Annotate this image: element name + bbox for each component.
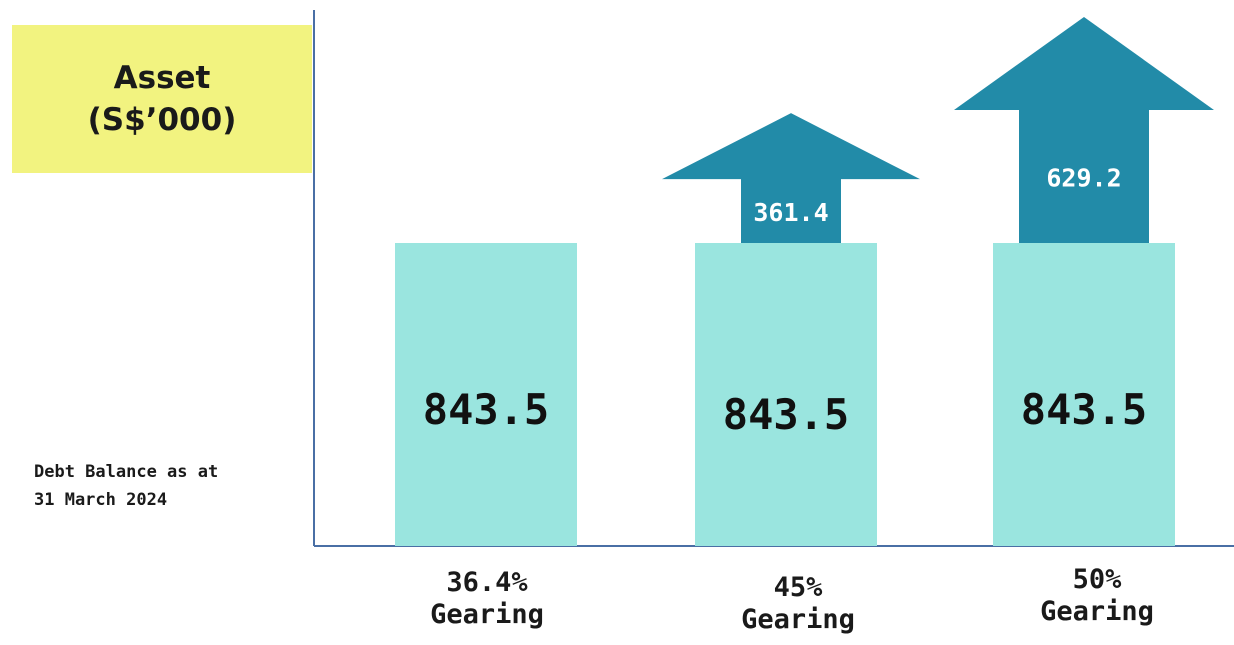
chart-marks: 843.5 843.5 843.5 361.4 629.2 xyxy=(395,16,1214,546)
category-label-0-line-1: 36.4% xyxy=(446,567,528,598)
category-label-2-line-2: Gearing xyxy=(1040,596,1154,627)
y-axis-label-line-2: (S$’000) xyxy=(87,102,237,138)
increase-arrow-2 xyxy=(954,16,1214,244)
bar-2 xyxy=(993,243,1175,546)
y-axis-label-box: Asset (S$’000) xyxy=(12,25,312,173)
debt-balance-note: Debt Balance as at 31 March 2024 xyxy=(34,458,304,514)
increase-arrow-1 xyxy=(662,113,920,244)
bar-label-1: 843.5 xyxy=(723,390,849,439)
y-axis-label-line-1: Asset xyxy=(113,60,211,96)
increase-label-1: 361.4 xyxy=(753,198,828,227)
bar-1 xyxy=(695,243,877,546)
increase-label-2: 629.2 xyxy=(1046,163,1121,192)
category-label-0-line-2: Gearing xyxy=(430,599,544,630)
bar-label-0: 843.5 xyxy=(423,385,549,434)
bar-label-2: 843.5 xyxy=(1021,385,1147,434)
category-label-1-line-2: Gearing xyxy=(741,604,855,635)
category-label-1: 45% Gearing xyxy=(688,572,908,636)
category-label-1-line-1: 45% xyxy=(773,572,823,603)
debt-balance-note-line-1: Debt Balance as at xyxy=(34,462,219,482)
category-label-2: 50% Gearing xyxy=(987,564,1207,628)
bar-0 xyxy=(395,243,577,546)
category-label-0: 36.4% Gearing xyxy=(377,567,597,631)
debt-balance-note-line-2: 31 March 2024 xyxy=(34,490,168,510)
category-label-2-line-1: 50% xyxy=(1072,564,1122,595)
